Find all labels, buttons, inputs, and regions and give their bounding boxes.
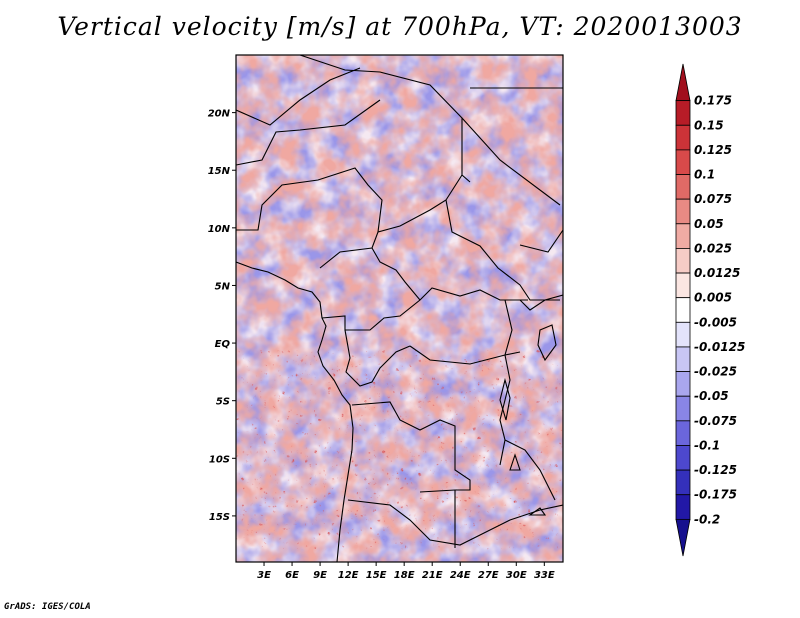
colorbar-label: 0.175 <box>694 94 732 108</box>
colorbar-segment <box>675 124 691 151</box>
lon-label: 12E <box>338 570 359 581</box>
longitude-axis: 3E 6E 9E 12E 15E 18E 21E 24E 27E 30E 33E <box>257 562 555 581</box>
colorbar-segment <box>675 494 691 520</box>
colorbar-label: -0.005 <box>694 315 737 329</box>
lat-label: 20N <box>208 109 231 120</box>
lat-label: 5N <box>215 281 231 292</box>
colorbar-segment <box>675 469 691 496</box>
velocity-field <box>236 55 563 562</box>
colorbar-segment <box>675 420 691 446</box>
colorbar-label: 0.125 <box>694 143 732 157</box>
colorbar-label: 0.0125 <box>694 266 740 280</box>
lat-label: 15N <box>208 166 231 177</box>
colorbar-segment <box>675 174 691 200</box>
colorbar-segment <box>675 248 691 274</box>
colorbar-label: -0.0125 <box>694 340 745 354</box>
latitude-axis: 20N 15N 10N 5N EQ 5S 10S 15S <box>208 109 236 523</box>
colorbar-segment <box>675 297 691 323</box>
colorbar-segment <box>675 346 691 372</box>
colorbar-segment <box>675 518 691 557</box>
lon-label: 15E <box>366 570 387 581</box>
colorbar-label: 0.025 <box>694 241 732 255</box>
colorbar-label: -0.05 <box>694 389 729 403</box>
country-borders <box>236 55 563 562</box>
lon-label: 24E <box>450 570 471 581</box>
lat-label: 15S <box>209 512 230 523</box>
lon-label: 33E <box>534 570 555 581</box>
grads-credit: GrADS: IGES/COLA <box>4 602 91 612</box>
colorbar-segment <box>675 272 691 299</box>
colorbar-segment <box>675 445 691 471</box>
colorbar-segment <box>675 395 691 422</box>
colorbar-label: 0.075 <box>694 192 732 206</box>
colorbar-segment <box>675 321 691 348</box>
lon-label: 27E <box>478 570 499 581</box>
lon-label: 3E <box>257 570 271 581</box>
lat-label: 10N <box>208 224 231 235</box>
page-title: Vertical velocity [m/s] at 700hPa, VT: 2… <box>57 12 743 41</box>
colorbar-segment <box>675 223 691 249</box>
colorbar-label: 0.005 <box>694 291 732 305</box>
colorbar-label: 0.05 <box>694 217 724 231</box>
colorbar-label: -0.2 <box>694 512 720 526</box>
colorbar-label: -0.125 <box>694 463 737 477</box>
colorbar: 0.175 0.15 0.125 0.1 0.075 0.05 0.025 0.0125 0.0… <box>675 63 745 557</box>
colorbar-segment <box>675 371 691 397</box>
colorbar-label: 0.1 <box>694 168 715 182</box>
colorbar-segment <box>675 198 691 225</box>
colorbar-segment <box>675 63 691 102</box>
lat-label: 10S <box>209 454 230 465</box>
lon-label: 9E <box>313 570 327 581</box>
colorbar-label: -0.025 <box>694 365 737 379</box>
map-frame <box>235 54 564 563</box>
lon-label: 21E <box>422 570 443 581</box>
lon-label: 6E <box>285 570 299 581</box>
lon-label: 18E <box>394 570 415 581</box>
lat-label: EQ <box>215 339 231 350</box>
colorbar-label: -0.1 <box>694 438 720 452</box>
colorbar-label: 0.15 <box>694 118 724 132</box>
colorbar-segment <box>675 100 691 126</box>
colorbar-label: -0.075 <box>694 414 737 428</box>
lat-label: 5S <box>216 397 230 408</box>
colorbar-label: -0.175 <box>694 488 737 502</box>
lon-label: 30E <box>506 570 527 581</box>
colorbar-segment <box>675 149 691 175</box>
